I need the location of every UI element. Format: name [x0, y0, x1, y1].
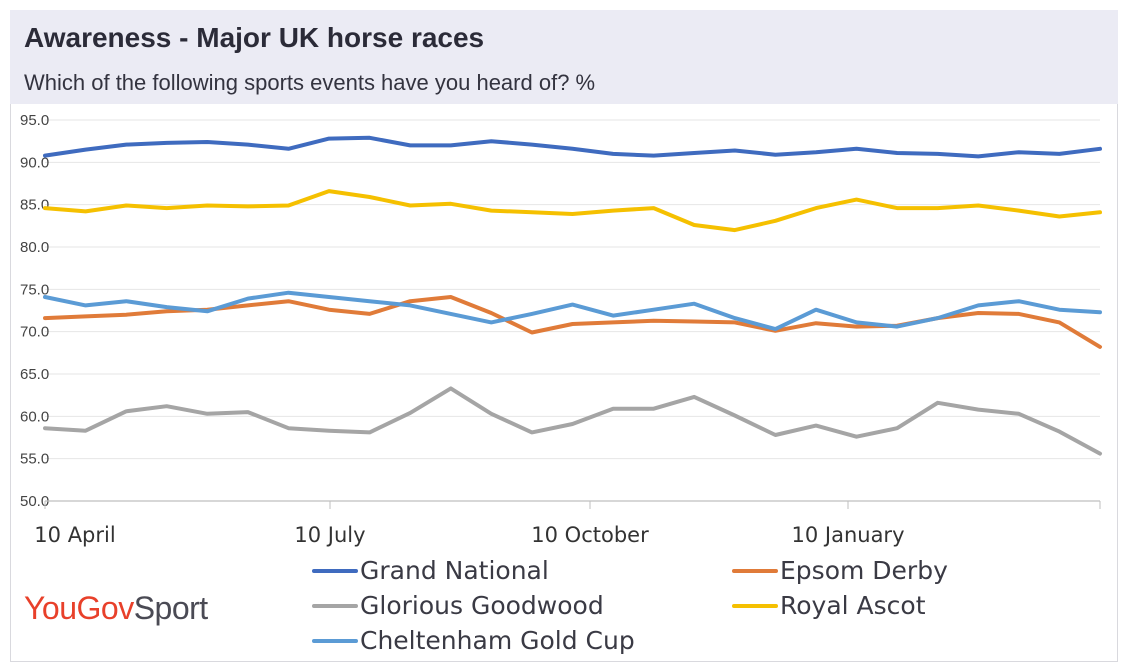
y-tick-label: 90.0	[20, 154, 49, 171]
series-line-grand-national	[43, 135, 1102, 159]
x-tick-label: 10 January	[791, 523, 904, 547]
x-tick-label: 10 October	[531, 523, 649, 547]
y-tick-label: 65.0	[20, 366, 49, 383]
chart-title: Awareness - Major UK horse races	[24, 22, 485, 53]
y-tick-label: 80.0	[20, 239, 49, 256]
y-tick-label: 55.0	[20, 451, 49, 468]
y-tick-label: 95.0	[20, 112, 49, 129]
y-tick-label: 85.0	[20, 197, 49, 214]
y-tick-label: 75.0	[20, 281, 49, 298]
chart-subtitle: Which of the following sports events hav…	[24, 70, 596, 95]
y-tick-label: 60.0	[20, 408, 49, 425]
chart-header	[10, 10, 1118, 104]
series-line-royal-ascot	[43, 189, 1102, 233]
x-tick-label: 10 July	[294, 523, 365, 547]
series-line-glorious-goodwood	[43, 386, 1102, 456]
logo-sub: Sport	[133, 590, 208, 626]
y-tick-label: 50.0	[20, 493, 49, 510]
series-line-cheltenham-gold-cup	[43, 290, 1102, 332]
logo-brand: YouGov	[24, 590, 134, 626]
yougov-sport-logo: YouGovSport	[24, 590, 208, 627]
x-tick-label: 10 April	[34, 523, 115, 547]
y-tick-label: 70.0	[20, 324, 49, 341]
